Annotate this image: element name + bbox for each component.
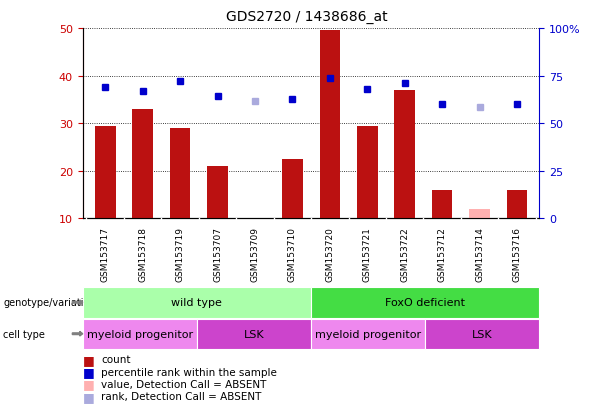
Text: GSM153716: GSM153716	[512, 226, 522, 281]
Bar	[132, 109, 153, 219]
Bar	[470, 209, 490, 219]
Text: ■: ■	[83, 353, 94, 366]
Bar	[507, 190, 527, 219]
Text: ■: ■	[83, 377, 94, 391]
Text: GSM153720: GSM153720	[326, 226, 334, 281]
Bar	[357, 126, 378, 219]
Text: percentile rank within the sample: percentile rank within the sample	[101, 367, 277, 377]
Bar	[207, 166, 228, 219]
Text: GDS2720 / 1438686_at: GDS2720 / 1438686_at	[226, 10, 387, 24]
Bar	[170, 129, 191, 219]
Text: GSM153721: GSM153721	[363, 226, 371, 281]
Bar	[282, 159, 303, 219]
Bar	[432, 190, 452, 219]
Bar	[245, 219, 265, 262]
Text: LSK: LSK	[244, 329, 264, 339]
Text: GSM153722: GSM153722	[400, 226, 409, 281]
Text: GSM153714: GSM153714	[475, 226, 484, 281]
Text: myeloid progenitor: myeloid progenitor	[87, 329, 193, 339]
Text: ■: ■	[83, 390, 94, 403]
Text: cell type: cell type	[3, 329, 45, 339]
Text: count: count	[101, 354, 131, 364]
Bar	[95, 126, 115, 219]
Text: GSM153717: GSM153717	[101, 226, 110, 281]
Bar	[394, 91, 415, 219]
Text: genotype/variation: genotype/variation	[3, 297, 96, 308]
Text: GSM153709: GSM153709	[251, 226, 259, 281]
Text: GSM153710: GSM153710	[288, 226, 297, 281]
Text: FoxO deficient: FoxO deficient	[385, 297, 465, 308]
Text: myeloid progenitor: myeloid progenitor	[315, 329, 421, 339]
Text: rank, Detection Call = ABSENT: rank, Detection Call = ABSENT	[101, 392, 262, 401]
Text: LSK: LSK	[472, 329, 493, 339]
Text: wild type: wild type	[172, 297, 223, 308]
Bar	[319, 31, 340, 219]
Text: GSM153718: GSM153718	[138, 226, 147, 281]
Text: GSM153707: GSM153707	[213, 226, 222, 281]
Text: GSM153712: GSM153712	[438, 226, 447, 281]
Text: value, Detection Call = ABSENT: value, Detection Call = ABSENT	[101, 379, 267, 389]
Text: ■: ■	[83, 365, 94, 378]
Text: GSM153719: GSM153719	[175, 226, 185, 281]
